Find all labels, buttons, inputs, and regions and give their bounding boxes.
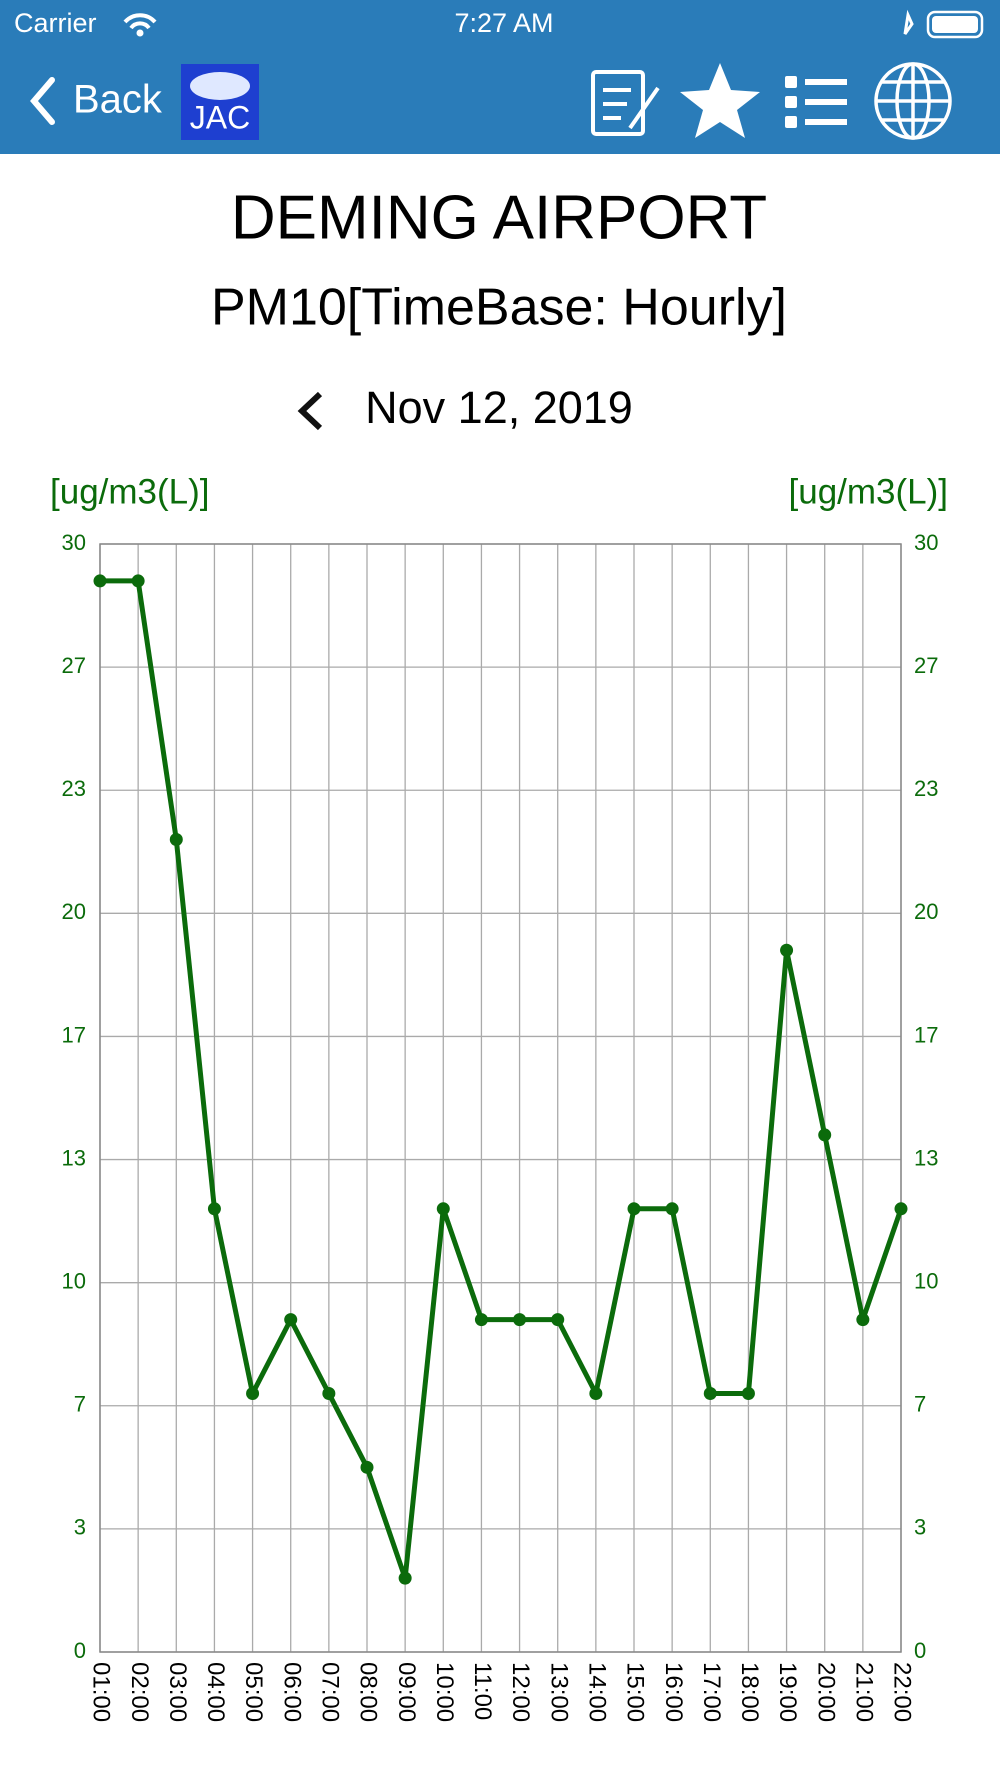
wifi-dot — [136, 29, 144, 37]
y-tick-label: 27 — [62, 653, 86, 678]
back-chevron[interactable] — [30, 77, 55, 125]
chart-subtitle: PM10[TimeBase: Hourly] — [211, 279, 787, 337]
x-tick-label: 04:00 — [202, 1662, 229, 1722]
x-tick-label: 05:00 — [240, 1662, 267, 1722]
data-point — [703, 1386, 717, 1400]
x-tick-label: 13:00 — [545, 1662, 572, 1722]
y2-axis-label: [ug/m3(L)] — [789, 472, 949, 511]
data-point — [665, 1202, 679, 1216]
back-button[interactable]: Back — [73, 78, 163, 122]
y2-tick-label: 30 — [914, 530, 938, 555]
x-tick-label: 20:00 — [812, 1662, 839, 1722]
x-tick-label: 08:00 — [355, 1662, 382, 1722]
data-point — [207, 1202, 221, 1216]
data-point — [93, 574, 107, 588]
y2-tick-label: 0 — [914, 1638, 926, 1663]
x-tick-label: 19:00 — [774, 1662, 801, 1722]
carrier: Carrier — [14, 8, 97, 38]
logo-cloud — [190, 72, 250, 100]
y-tick-label: 3 — [74, 1515, 86, 1540]
header-bg — [0, 0, 1000, 154]
x-tick-label: 22:00 — [889, 1662, 916, 1722]
y-axis-label: [ug/m3(L)] — [50, 472, 210, 511]
data-point — [894, 1202, 908, 1216]
data-point — [856, 1313, 870, 1327]
y-tick-label: 7 — [74, 1392, 86, 1417]
edit-icon[interactable] — [591, 70, 660, 136]
y2-tick-label: 13 — [914, 1145, 938, 1170]
x-tick-label: 14:00 — [584, 1662, 611, 1722]
y2-tick-label: 20 — [914, 899, 938, 924]
y-tick-label: 20 — [62, 899, 86, 924]
x-tick-label: 15:00 — [622, 1662, 649, 1722]
y-tick-label: 13 — [62, 1145, 86, 1170]
data-point — [131, 574, 145, 588]
star-icon[interactable] — [680, 63, 760, 138]
y2-tick-label: 17 — [914, 1022, 938, 1047]
x-tick-label: 16:00 — [660, 1662, 687, 1722]
list-icon[interactable] — [785, 76, 847, 128]
clock: 7:27 AM — [454, 8, 553, 38]
data-point — [398, 1571, 412, 1585]
globe-icon[interactable] — [874, 62, 952, 140]
x-tick-label: 09:00 — [393, 1662, 420, 1722]
data-point — [474, 1313, 488, 1327]
data-point — [551, 1313, 565, 1327]
y-tick-label: 23 — [62, 776, 86, 801]
x-tick-label: 01:00 — [88, 1662, 115, 1722]
y2-tick-label: 7 — [914, 1392, 926, 1417]
x-tick-label: 18:00 — [736, 1662, 763, 1722]
chart-title: DEMING AIRPORT — [231, 183, 767, 252]
x-tick-label: 21:00 — [851, 1662, 878, 1722]
plot-frame — [99, 543, 902, 1653]
data-point — [322, 1386, 336, 1400]
data-point — [818, 1128, 832, 1142]
data-point — [436, 1202, 450, 1216]
data-line — [100, 578, 904, 1581]
data-point — [780, 943, 794, 957]
data-point — [627, 1202, 641, 1216]
date-label: Nov 12, 2019 — [365, 382, 633, 433]
x-tick-label: 06:00 — [278, 1662, 305, 1722]
data-point — [360, 1460, 374, 1474]
data-point — [169, 832, 183, 846]
data-point — [513, 1313, 527, 1327]
x-tick-label: 17:00 — [698, 1662, 725, 1722]
data-point — [589, 1386, 603, 1400]
logo-text: JAC — [190, 99, 250, 135]
y-tick-label: 17 — [62, 1022, 86, 1047]
y-tick-label: 30 — [62, 530, 86, 555]
y2-tick-label: 10 — [914, 1268, 938, 1293]
data-point — [246, 1386, 260, 1400]
y2-tick-label: 27 — [914, 653, 938, 678]
x-tick-label: 11:00 — [469, 1662, 496, 1720]
x-tick-label: 07:00 — [317, 1662, 344, 1722]
y2-tick-label: 23 — [914, 776, 938, 801]
prev-date[interactable] — [297, 391, 323, 431]
y-tick-label: 0 — [74, 1638, 86, 1663]
x-tick-label: 03:00 — [164, 1662, 191, 1722]
x-tick-label: 10:00 — [431, 1662, 458, 1722]
data-point — [284, 1313, 298, 1327]
x-tick-label: 02:00 — [126, 1662, 153, 1722]
wifi-icon — [123, 13, 157, 30]
data-point — [741, 1386, 755, 1400]
location-icon — [903, 9, 914, 35]
battery — [926, 10, 984, 39]
y2-tick-label: 3 — [914, 1515, 926, 1540]
x-tick-label: 12:00 — [507, 1662, 534, 1722]
battery-level — [932, 16, 978, 33]
y-tick-label: 10 — [62, 1268, 86, 1293]
